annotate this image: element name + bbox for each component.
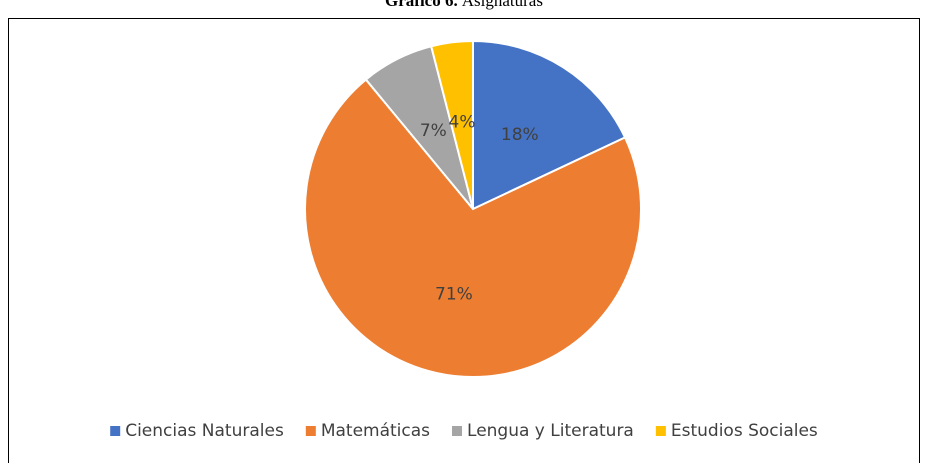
chart-title: Gráfico 6. Asignaturas <box>385 0 543 10</box>
legend-swatch <box>110 426 121 436</box>
legend-swatch <box>452 426 463 436</box>
legend-label: Estudios Sociales <box>671 421 818 441</box>
data-label: 71% <box>435 284 473 304</box>
pie-slice <box>430 39 474 210</box>
data-label: 7% <box>420 121 447 141</box>
legend-label: Ciencias Naturales <box>125 421 284 441</box>
legend-label: Lengua y Literatura <box>467 421 634 441</box>
legend-swatch <box>655 426 666 436</box>
legend-swatch <box>305 426 316 436</box>
pie-slice <box>304 78 642 378</box>
pie-slice <box>472 39 627 211</box>
legend-label: Matemáticas <box>321 421 430 441</box>
data-label: 4% <box>449 112 476 132</box>
title-text: Asignaturas <box>462 0 543 10</box>
title-number: Gráfico 6. <box>385 0 458 10</box>
data-label: 18% <box>501 125 539 145</box>
